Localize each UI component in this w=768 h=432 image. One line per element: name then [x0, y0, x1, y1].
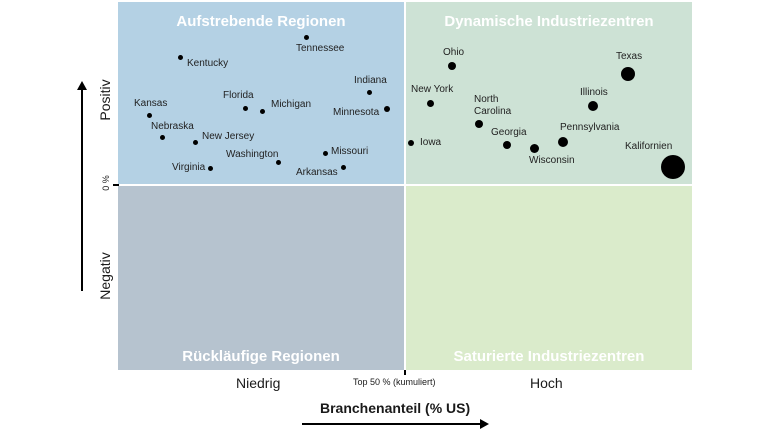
data-point-label: Missouri [331, 146, 369, 157]
quadrant-declining-regions: Rückläufige Regionen [118, 186, 404, 370]
data-point-label: Michigan [271, 99, 312, 110]
data-point-label: Illinois [580, 87, 608, 98]
data-point-label: Kansas [134, 98, 168, 109]
data-point [448, 62, 456, 70]
data-point [661, 155, 685, 179]
data-point-label: Arkansas [296, 167, 338, 178]
data-point [146, 112, 152, 118]
data-point-label: Kalifornien [625, 141, 673, 152]
data-point [159, 134, 165, 140]
data-point-label: Florida [223, 90, 254, 101]
quadrant-dynamic-industry-centers: Dynamische Industriezentren [406, 2, 692, 184]
data-point [588, 101, 598, 111]
x-axis-title: Branchenanteil (% US) [320, 400, 471, 416]
data-point-label: Wisconsin [529, 155, 575, 166]
x-axis-label-high: Hoch [530, 375, 563, 391]
data-point-label: Kentucky [187, 58, 229, 69]
data-point [529, 143, 539, 153]
x-axis-label-low: Niedrig [236, 375, 281, 391]
data-point [275, 159, 281, 165]
y-axis-zero-tick [113, 184, 119, 186]
quadrant-saturated-industry-centers: Saturierte Industriezentren [406, 186, 692, 370]
arrow-up-icon [77, 81, 87, 90]
y-axis-label-zero: 0 % [101, 175, 111, 191]
x-axis-arrow-line [302, 423, 482, 425]
x-axis-mid-tick [404, 370, 406, 375]
data-point-label: Indiana [354, 75, 387, 86]
data-point [384, 106, 390, 112]
data-point [259, 108, 265, 114]
arrow-right-icon [480, 419, 489, 429]
data-point-label: Pennsylvania [560, 122, 620, 133]
data-point [340, 164, 346, 170]
data-point-label: New York [411, 84, 454, 95]
data-point-label: Ohio [443, 47, 465, 58]
y-axis-label-positive: Positiv [97, 79, 113, 121]
data-point [621, 67, 635, 81]
data-point-label: Minnesota [333, 107, 380, 118]
quadrant-emerging-regions: Aufstrebende Regionen [118, 2, 404, 184]
data-point-label: Texas [616, 51, 643, 62]
data-point-label: Virginia [172, 162, 206, 173]
quadrant-title: Dynamische Industriezentren [444, 13, 654, 30]
data-point [475, 120, 483, 128]
data-point [408, 140, 414, 146]
data-point-label: Georgia [491, 127, 527, 138]
data-point-label: Iowa [420, 137, 442, 148]
data-point [303, 34, 309, 40]
data-point [426, 99, 434, 107]
data-point [366, 89, 372, 95]
quadrant-title: Saturierte Industriezentren [453, 348, 645, 365]
quadrant-title: Rückläufige Regionen [182, 348, 340, 365]
data-point-label: Washington [226, 149, 279, 160]
data-point-label: North Carolina [474, 94, 512, 117]
data-point-label: New Jersey [202, 131, 255, 142]
data-point [192, 139, 198, 145]
data-point [322, 150, 328, 156]
quadrant-title: Aufstrebende Regionen [176, 13, 346, 30]
data-point [558, 137, 568, 147]
x-axis-label-mid: Top 50 % (kumuliert) [353, 377, 436, 387]
data-point [207, 165, 213, 171]
y-axis-label-negative: Negativ [97, 252, 113, 300]
data-point [242, 105, 248, 111]
y-axis-arrow-line [81, 88, 83, 291]
data-point [177, 54, 183, 60]
data-point [503, 141, 511, 149]
data-point-label: Nebraska [151, 121, 194, 132]
data-point-label: Tennessee [296, 43, 345, 54]
